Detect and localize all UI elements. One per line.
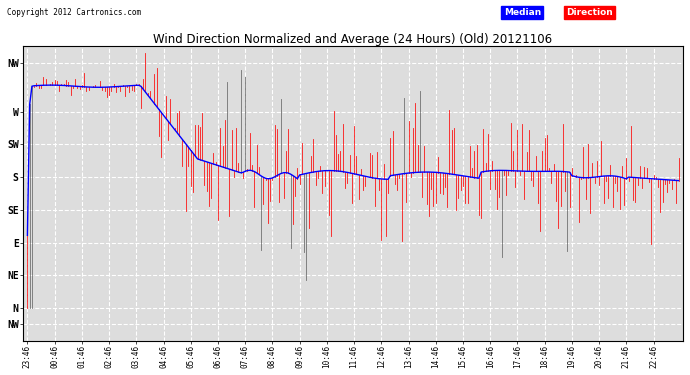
Text: Copyright 2012 Cartronics.com: Copyright 2012 Cartronics.com — [7, 8, 141, 17]
Text: Direction: Direction — [566, 8, 613, 17]
Title: Wind Direction Normalized and Average (24 Hours) (Old) 20121106: Wind Direction Normalized and Average (2… — [153, 33, 553, 46]
Text: Median: Median — [504, 8, 541, 17]
